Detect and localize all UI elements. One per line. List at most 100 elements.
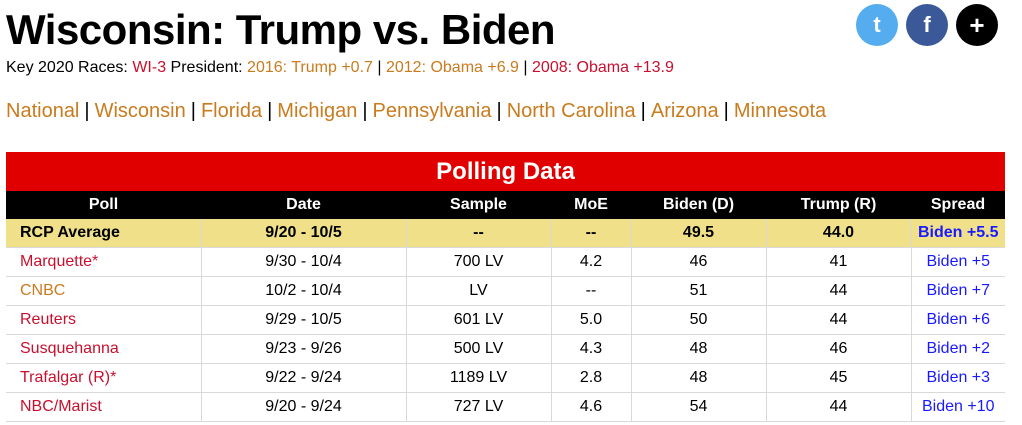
race-link-wi3[interactable]: WI-3 [132,59,167,76]
separator: | [496,100,502,122]
poll-name: RCP Average [6,219,201,248]
poll-spread: Biden +5.5 [910,219,1005,248]
twitter-icon: t [873,12,881,37]
poll-spread: Biden +5 [910,247,1005,277]
twitter-share-button[interactable]: t [856,4,898,46]
poll-biden: 48 [630,334,766,364]
table-row: Susquehanna 9/23 - 9/26 500 LV 4.3 48 46… [6,334,1005,364]
polling-data-header: Polling Data [6,152,1005,191]
poll-sample: -- [405,219,551,248]
poll-trump: 45 [765,363,911,393]
poll-link[interactable]: Marquette* [6,247,201,277]
poll-spread: Biden +2 [910,334,1005,364]
nav-link-pennsylvania[interactable]: Pennsylvania [372,100,492,122]
table-row: Trafalgar (R)* 9/22 - 9/24 1189 LV 2.8 4… [6,363,1005,393]
column-header-poll[interactable]: Poll [6,191,201,219]
poll-sample: 601 LV [405,305,551,335]
poll-biden: 46 [630,247,766,277]
table-header-row: Poll Date Sample MoE Biden (D) Trump (R)… [6,191,1005,219]
nav-link-north-carolina[interactable]: North Carolina [506,100,636,122]
poll-biden: 51 [630,276,766,306]
poll-link[interactable]: NBC/Marist [6,392,201,422]
rcp-average-row: RCP Average 9/20 - 10/5 -- -- 49.5 44.0 … [6,219,1005,248]
poll-sample: 1189 LV [405,363,551,393]
poll-date: 9/20 - 10/5 [200,219,406,248]
poll-trump: 41 [765,247,911,277]
poll-spread: Biden +3 [910,363,1005,393]
poll-biden: 48 [630,363,766,393]
nav-link-arizona[interactable]: Arizona [650,100,719,122]
nav-link-minnesota[interactable]: Minnesota [733,100,827,122]
poll-date: 9/22 - 9/24 [200,363,406,393]
nav-link-wisconsin[interactable]: Wisconsin [94,100,186,122]
column-header-sample[interactable]: Sample [406,191,551,219]
separator: | [523,59,528,76]
president-label: President: [170,59,243,76]
poll-spread: Biden +10 [910,392,1005,422]
poll-trump: 44 [765,276,911,306]
president-result-2012[interactable]: 2012: Obama +6.9 [385,59,519,76]
poll-biden: 50 [630,305,766,335]
separator: | [84,100,90,122]
table-row: Reuters 9/29 - 10/5 601 LV 5.0 50 44 Bid… [6,305,1005,335]
table-row: CNBC 10/2 - 10/4 LV -- 51 44 Biden +7 [6,276,1005,306]
nav-link-national[interactable]: National [6,100,80,122]
poll-moe: 4.3 [550,334,631,364]
column-header-date[interactable]: Date [201,191,406,219]
poll-date: 9/23 - 9/26 [200,334,406,364]
column-header-spread[interactable]: Spread [911,191,1005,219]
table-row: Marquette* 9/30 - 10/4 700 LV 4.2 46 41 … [6,247,1005,277]
poll-sample: 500 LV [405,334,551,364]
share-buttons: t f + [856,4,998,46]
more-share-button[interactable]: + [956,4,998,46]
separator: | [640,100,646,122]
nav-link-michigan[interactable]: Michigan [277,100,358,122]
state-nav: National | Wisconsin | Florida | Michigan | Penn… [6,99,826,123]
separator: | [377,59,382,76]
poll-sample: 700 LV [405,247,551,277]
poll-moe: 2.8 [550,363,631,393]
poll-trump: 44 [765,305,911,335]
poll-moe: 4.2 [550,247,631,277]
polling-table: Poll Date Sample MoE Biden (D) Trump (R)… [6,191,1005,422]
facebook-share-button[interactable]: f [906,4,948,46]
poll-date: 9/30 - 10/4 [200,247,406,277]
poll-moe: 5.0 [550,305,631,335]
poll-link[interactable]: Susquehanna [6,334,201,364]
polling-data-table: Polling Data Poll Date Sample MoE Biden … [6,152,1005,422]
poll-trump: 46 [765,334,911,364]
separator: | [190,100,196,122]
poll-moe: 4.6 [550,392,631,422]
poll-moe: -- [550,219,631,248]
separator: | [723,100,729,122]
poll-date: 10/2 - 10/4 [200,276,406,306]
president-result-2008[interactable]: 2008: Obama +13.9 [532,59,674,76]
facebook-icon: f [923,12,931,37]
page-title: Wisconsin: Trump vs. Biden [6,6,556,53]
table-row: NBC/Marist 9/20 - 9/24 727 LV 4.6 54 44 … [6,392,1005,422]
poll-sample: LV [405,276,551,306]
poll-trump: 44 [765,392,911,422]
separator: | [362,100,368,122]
poll-link[interactable]: Reuters [6,305,201,335]
column-header-trump[interactable]: Trump (R) [766,191,911,219]
poll-spread: Biden +7 [910,276,1005,306]
poll-moe: -- [550,276,631,306]
poll-sample: 727 LV [405,392,551,422]
poll-link[interactable]: CNBC [6,276,201,306]
nav-link-florida[interactable]: Florida [200,100,263,122]
separator: | [267,100,273,122]
poll-date: 9/20 - 9/24 [200,392,406,422]
poll-spread: Biden +6 [910,305,1005,335]
poll-trump: 44.0 [765,219,911,248]
column-header-biden[interactable]: Biden (D) [631,191,766,219]
president-result-2016[interactable]: 2016: Trump +0.7 [247,59,373,76]
poll-biden: 49.5 [630,219,766,248]
column-header-moe[interactable]: MoE [551,191,631,219]
key-races-label: Key 2020 Races: [6,59,128,76]
plus-icon: + [969,9,985,40]
key-races: Key 2020 Races: WI-3 President: 2016: Tr… [6,58,674,78]
poll-biden: 54 [630,392,766,422]
poll-date: 9/29 - 10/5 [200,305,406,335]
poll-link[interactable]: Trafalgar (R)* [6,363,201,393]
